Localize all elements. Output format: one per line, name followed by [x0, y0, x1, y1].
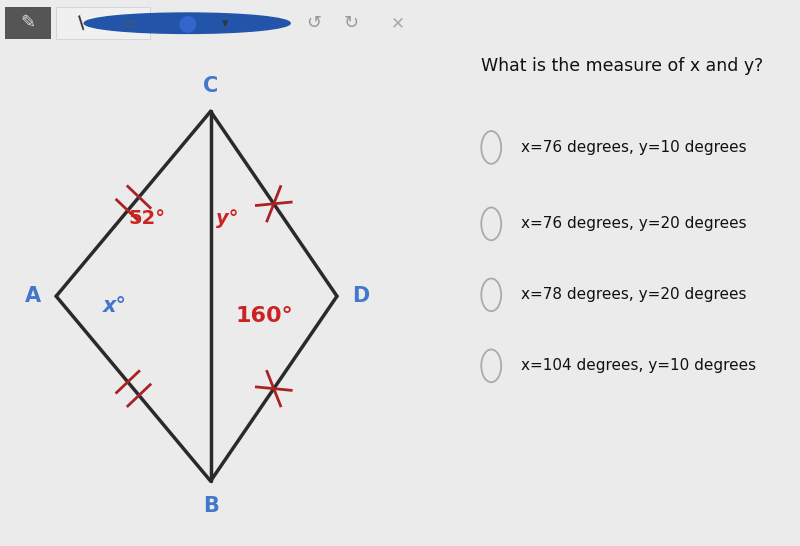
Circle shape [84, 13, 290, 33]
Text: 160°: 160° [235, 306, 294, 326]
FancyBboxPatch shape [56, 7, 150, 39]
Text: x=78 degrees, y=20 degrees: x=78 degrees, y=20 degrees [521, 287, 746, 302]
Text: x=76 degrees, y=20 degrees: x=76 degrees, y=20 degrees [521, 216, 746, 232]
Text: ✕: ✕ [391, 14, 405, 32]
Text: ↺: ↺ [306, 14, 321, 32]
Text: What is the measure of x and y?: What is the measure of x and y? [482, 57, 763, 74]
Text: D: D [352, 286, 369, 306]
Text: ✎: ✎ [21, 14, 36, 32]
Text: ●: ● [178, 13, 197, 33]
Text: A: A [25, 286, 41, 306]
Text: /: / [74, 14, 90, 32]
Text: ▱: ▱ [123, 16, 134, 31]
Text: ▾: ▾ [222, 17, 228, 29]
FancyBboxPatch shape [5, 7, 51, 39]
Text: x=76 degrees, y=10 degrees: x=76 degrees, y=10 degrees [521, 140, 746, 155]
Text: y°: y° [216, 209, 238, 228]
Text: 52°: 52° [129, 209, 166, 228]
Text: x°: x° [102, 296, 126, 316]
Text: B: B [202, 496, 218, 516]
Text: x=104 degrees, y=10 degrees: x=104 degrees, y=10 degrees [521, 358, 756, 373]
Text: ↻: ↻ [343, 14, 358, 32]
Text: C: C [203, 76, 218, 97]
